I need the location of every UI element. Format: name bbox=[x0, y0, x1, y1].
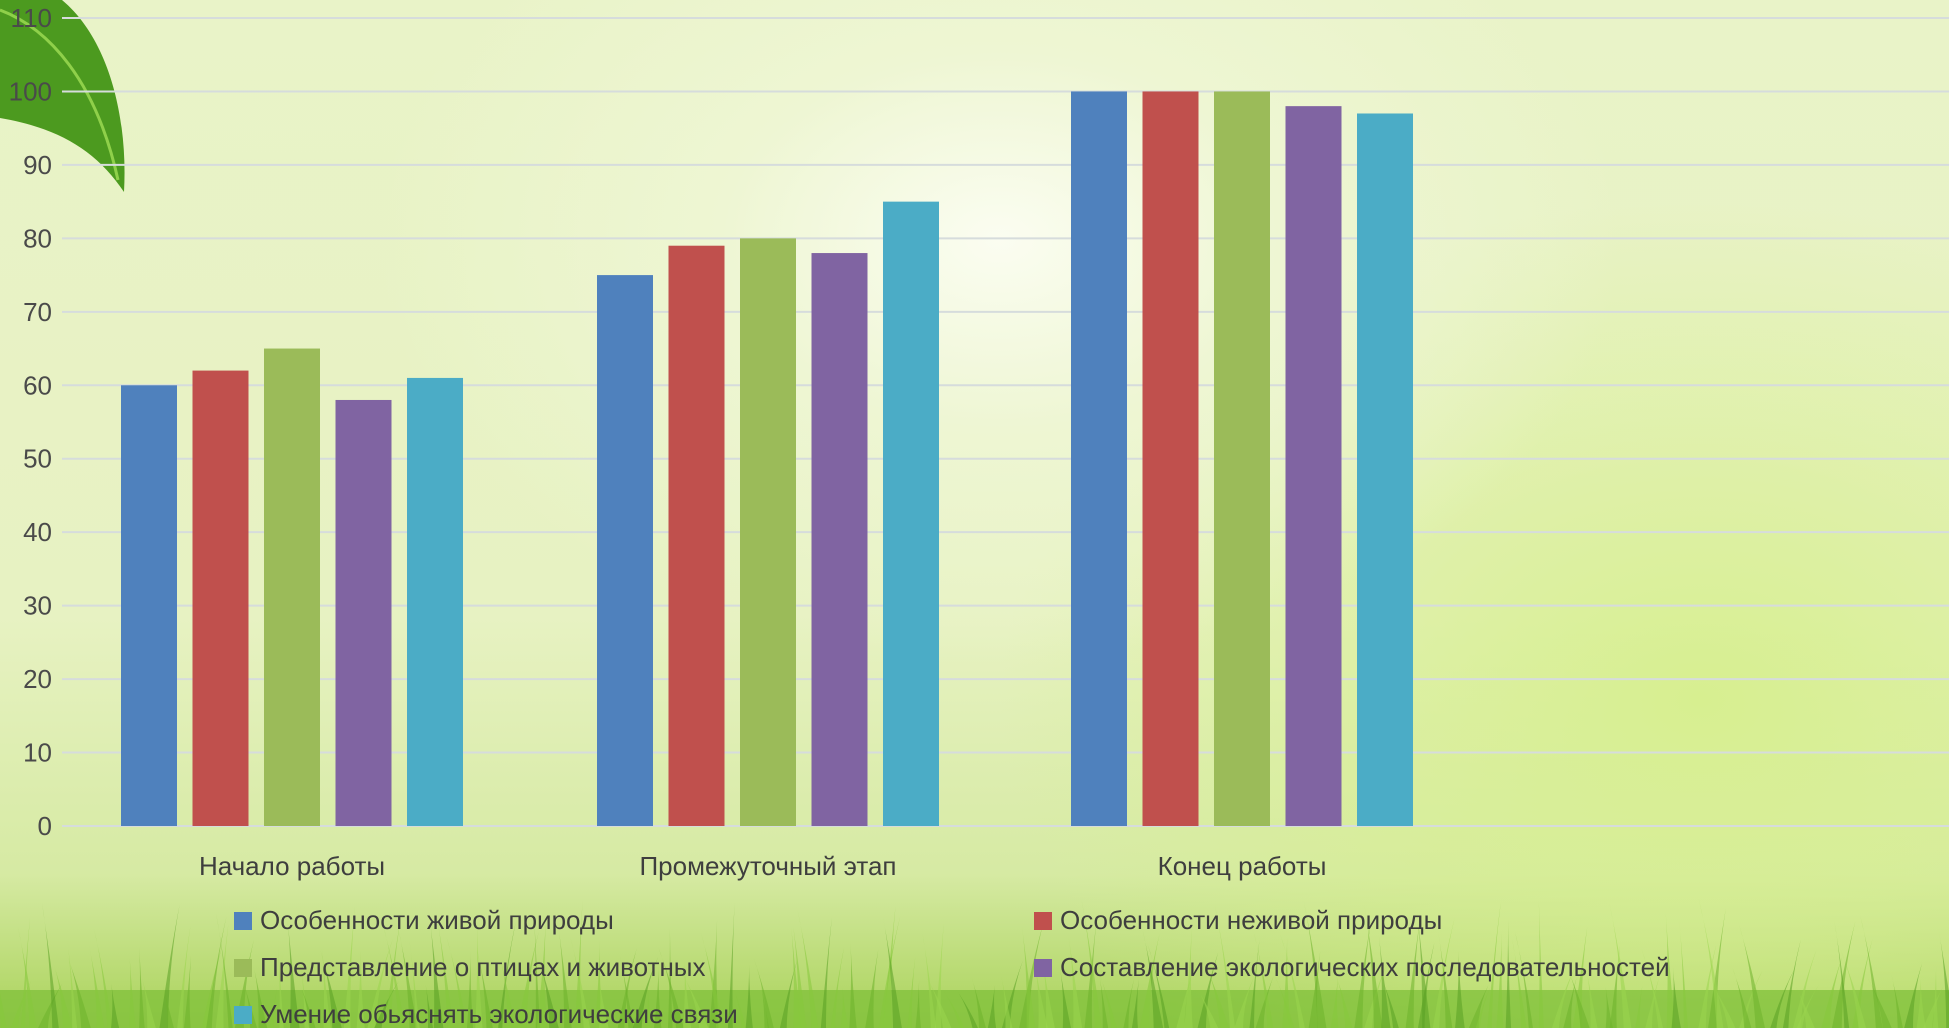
bar-series-3-category-3 bbox=[1214, 91, 1270, 827]
bar-series-2-category-3 bbox=[1142, 91, 1199, 827]
y-tick-label: 60 bbox=[23, 370, 52, 400]
bar-series-1-category-1 bbox=[121, 385, 177, 826]
bar-series-3-category-1 bbox=[264, 348, 320, 826]
y-tick-label: 40 bbox=[23, 517, 52, 547]
bar-series-1-category-2 bbox=[597, 275, 653, 826]
bar-series-3-category-2 bbox=[740, 238, 796, 826]
grass-decoration bbox=[0, 898, 1949, 1028]
y-axis-tick-labels: 0 10 20 30 40 50 60 70 80 90 100 110 bbox=[9, 3, 52, 841]
bars bbox=[121, 91, 1413, 827]
bar-series-4-category-1 bbox=[335, 399, 392, 826]
x-axis-category-labels: Начало работы Промежуточный этап Конец раб… bbox=[199, 851, 1326, 881]
y-tick-label: 110 bbox=[11, 3, 52, 33]
y-tick-label: 90 bbox=[23, 150, 52, 180]
y-tick-label: 20 bbox=[23, 664, 52, 694]
bar-series-5-category-2 bbox=[883, 201, 939, 827]
y-tick-label: 70 bbox=[23, 297, 52, 327]
y-tick-label: 50 bbox=[23, 444, 52, 474]
y-tick-label: 80 bbox=[23, 223, 52, 253]
category-label: Промежуточный этап bbox=[639, 851, 896, 881]
bar-series-1-category-3 bbox=[1071, 91, 1127, 827]
bar-series-5-category-1 bbox=[407, 377, 463, 826]
bar-series-2-category-1 bbox=[192, 370, 249, 826]
bar-series-2-category-2 bbox=[668, 245, 725, 826]
leaf-decoration bbox=[0, 0, 125, 192]
category-label: Начало работы bbox=[199, 851, 385, 881]
bar-series-5-category-3 bbox=[1357, 113, 1413, 826]
y-tick-label: 10 bbox=[23, 738, 52, 768]
y-tick-label: 30 bbox=[23, 591, 52, 621]
bar-series-4-category-3 bbox=[1285, 106, 1342, 827]
category-label: Конец работы bbox=[1158, 851, 1327, 881]
y-tick-label: 0 bbox=[38, 811, 52, 841]
y-tick-label: 100 bbox=[9, 76, 52, 106]
bar-series-4-category-2 bbox=[811, 253, 868, 826]
